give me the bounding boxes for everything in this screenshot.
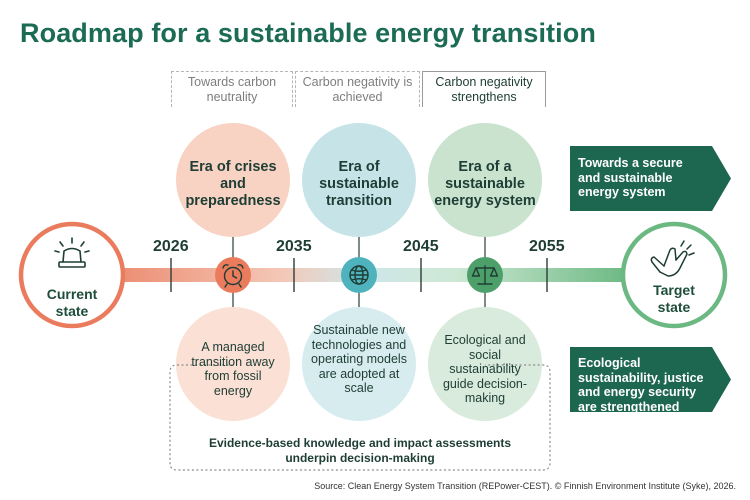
era-lower-circle-2 — [302, 307, 416, 421]
clapping-hands-icon — [650, 240, 695, 277]
phase-label-3: Carbon negativity strengthens — [435, 75, 533, 104]
era-description-3: Ecological and social sustainability gui… — [442, 333, 528, 405]
era-circle-3 — [428, 123, 542, 237]
goal-arrow-2-shape — [570, 347, 731, 412]
goal-arrow-1-shape — [570, 146, 731, 211]
era-description-2: Sustainable new technologies and operati… — [311, 323, 407, 395]
era-circle-1 — [176, 123, 290, 237]
target-state-label: Target state — [653, 282, 695, 315]
era-lower-circle-1 — [176, 307, 290, 421]
era-title-1: Era of crises and preparedness — [185, 159, 281, 209]
evidence-frame — [169, 364, 551, 471]
year-2045: 2045 — [403, 238, 439, 255]
page-title: Roadmap for a sustainable energy transit… — [20, 18, 596, 48]
phase-header-2 — [295, 71, 420, 107]
era-title-3: Era of a sustainable energy system — [434, 159, 536, 209]
year-2055: 2055 — [529, 238, 565, 255]
phase-header-1 — [171, 71, 293, 107]
goal-arrow-1-text: Towards a secure and sustainable energy … — [578, 156, 683, 199]
phase-label-2: Carbon negativity is achieved — [302, 75, 413, 104]
era-description-1: A managed transition away from fossil en… — [191, 340, 275, 398]
era-lower-circle-3 — [428, 307, 542, 421]
year-2026: 2026 — [153, 238, 189, 255]
siren-icon — [54, 237, 90, 268]
alarm-clock-icon — [222, 264, 244, 288]
globe-icon — [349, 265, 369, 285]
scales-icon — [471, 265, 499, 285]
source-note: Source: Clean Energy System Transition (… — [314, 481, 736, 491]
current-state-circle — [18, 221, 126, 329]
phase-header-3 — [422, 71, 546, 107]
era-title-2: Era of sustainable transition — [319, 159, 399, 209]
current-state-label: Current state — [46, 286, 98, 319]
goal-arrow-2-text: Ecological sustainability, justice and e… — [578, 356, 704, 414]
year-2035: 2035 — [276, 238, 312, 255]
evidence-text: Evidence-based knowledge and impact asse… — [208, 436, 512, 465]
phase-label-1: Towards carbon neutrality — [187, 75, 277, 104]
era-circle-2 — [302, 123, 416, 237]
